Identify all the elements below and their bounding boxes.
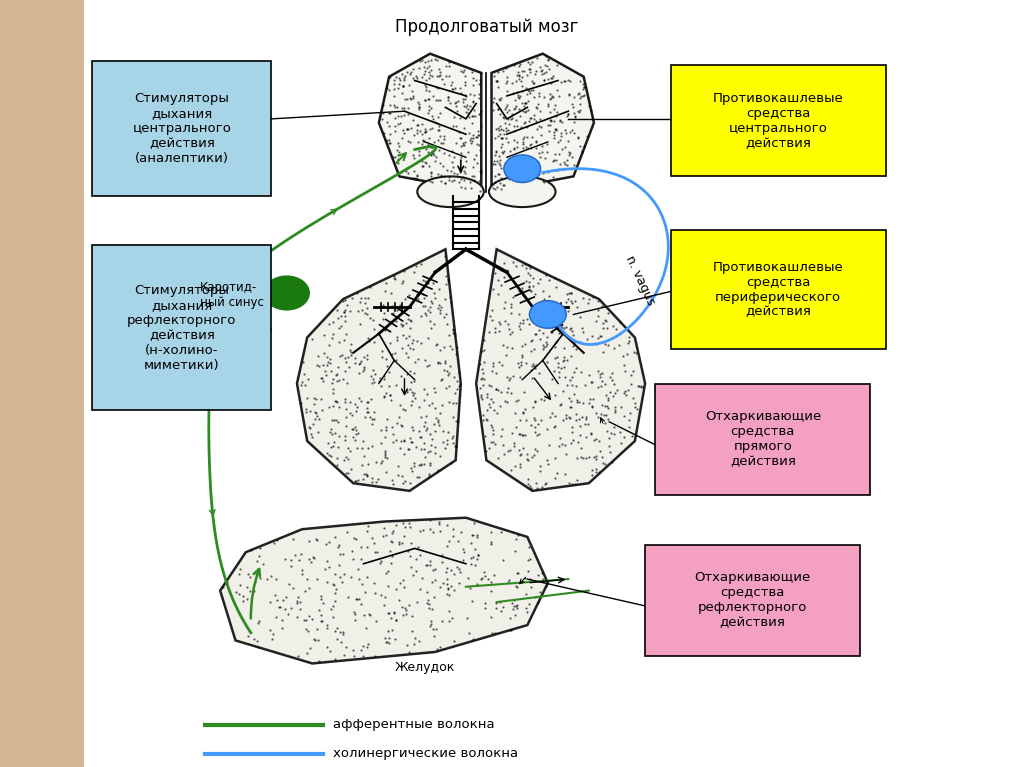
Polygon shape [379,54,481,192]
Circle shape [264,276,309,310]
FancyBboxPatch shape [645,545,860,656]
Polygon shape [297,249,461,491]
Ellipse shape [489,176,555,207]
Text: Противокашлевые
средства
центрального
действия: Противокашлевые средства центрального де… [713,92,844,150]
FancyBboxPatch shape [92,61,271,196]
FancyBboxPatch shape [655,384,870,495]
Text: n. vagus: n. vagus [623,253,657,307]
Text: Желудок: Желудок [395,661,455,673]
Polygon shape [212,265,243,330]
Text: холинергические волокна: холинергические волокна [333,748,518,760]
Circle shape [529,301,566,328]
Text: Стимуляторы
дыхания
рефлекторного
действия
(н-холино-
миметики): Стимуляторы дыхания рефлекторного действ… [127,284,237,372]
FancyBboxPatch shape [671,230,886,349]
Text: Отхаркивающие
средства
прямого
действия: Отхаркивающие средства прямого действия [705,410,821,468]
Polygon shape [492,54,594,192]
Text: Продолговатый мозг: Продолговатый мозг [394,18,579,36]
FancyBboxPatch shape [92,245,271,410]
Text: Противокашлевые
средства
периферического
действия: Противокашлевые средства периферического… [713,261,844,318]
Text: афферентные волокна: афферентные волокна [333,719,495,731]
FancyBboxPatch shape [671,65,886,176]
Circle shape [504,155,541,183]
Polygon shape [220,518,548,663]
Ellipse shape [418,176,483,207]
Text: Каротид-
ный синус: Каротид- ный синус [200,281,263,309]
Polygon shape [476,249,645,491]
Text: Отхаркивающие
средства
рефлекторного
действия: Отхаркивающие средства рефлекторного дей… [694,571,811,629]
Text: Стимуляторы
дыхания
центрального
действия
(аналептики): Стимуляторы дыхания центрального действи… [132,92,231,165]
